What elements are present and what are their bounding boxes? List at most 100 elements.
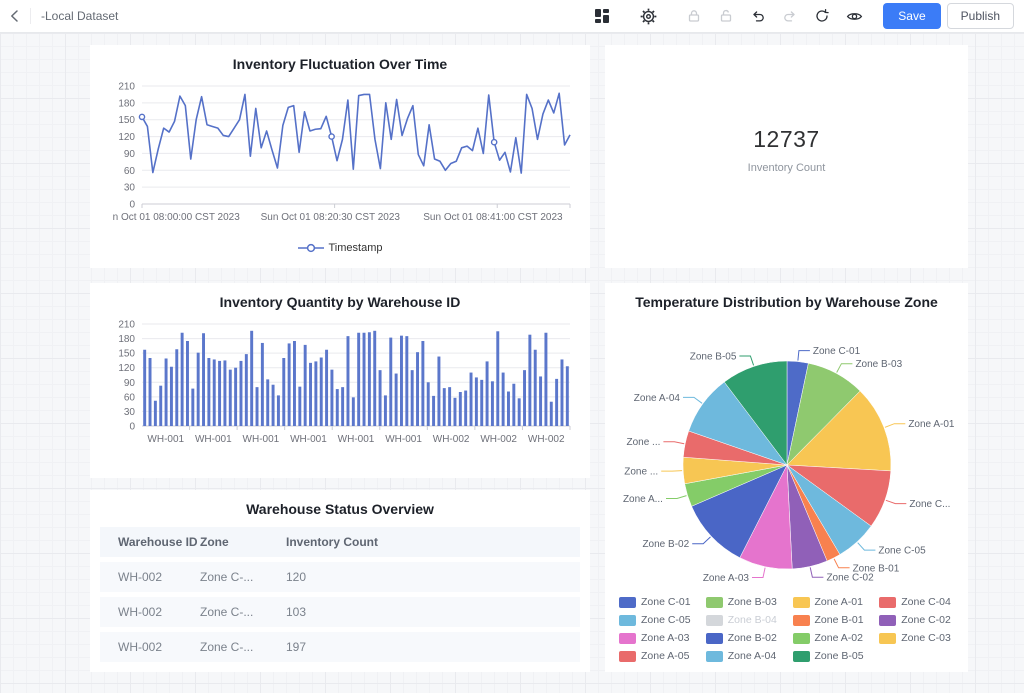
legend-item[interactable]: Zone B-02 <box>706 632 789 644</box>
indicator-card[interactable]: 12737 Inventory Count <box>605 45 968 268</box>
toolbar-divider <box>30 8 31 24</box>
svg-text:Zone B-05: Zone B-05 <box>690 351 737 362</box>
pie-chart-card[interactable]: Temperature Distribution by Warehouse Zo… <box>605 283 968 672</box>
svg-text:0: 0 <box>129 422 135 433</box>
svg-text:Zone B-02: Zone B-02 <box>642 539 689 550</box>
legend-swatch <box>793 633 810 644</box>
line-chart-card[interactable]: Inventory Fluctuation Over Time 0 30 60 90 1… <box>90 45 590 268</box>
legend-item[interactable]: Zone B-01 <box>793 614 876 626</box>
svg-text:0: 0 <box>129 200 135 211</box>
redo-icon <box>782 8 798 24</box>
bar-chart-title: Inventory Quantity by Warehouse ID <box>90 283 590 310</box>
chevron-left-icon <box>7 8 23 24</box>
legend-item[interactable]: Zone C-04 <box>879 596 962 608</box>
legend-item[interactable]: Zone A-01 <box>793 596 876 608</box>
table-cell: Zone C-... <box>200 570 286 584</box>
svg-text:90: 90 <box>124 378 136 389</box>
redo-button[interactable] <box>777 3 803 29</box>
svg-text:150: 150 <box>118 115 135 126</box>
indicator-label: Inventory Count <box>748 162 826 174</box>
legend-item[interactable]: Zone A-02 <box>793 632 876 644</box>
legend-item[interactable]: Zone B-04 <box>706 614 789 626</box>
table-cell: Zone C-... <box>200 640 286 654</box>
dashboard-canvas[interactable]: Inventory Fluctuation Over Time 0 30 60 90 1… <box>0 33 1024 693</box>
svg-text:60: 60 <box>124 166 136 177</box>
legend-item[interactable]: Zone B-03 <box>706 596 789 608</box>
table-row: WH-002Zone C-...197 <box>100 632 580 662</box>
table-card[interactable]: Warehouse Status Overview Warehouse IDZo… <box>90 490 590 672</box>
indicator-value: 12737 <box>753 126 819 153</box>
table-header-cell: Warehouse ID <box>100 535 200 549</box>
bar-chart-svg[interactable]: 0306090120150180210WH-001WH-001WH-001WH-… <box>100 316 580 454</box>
legend-item[interactable]: Zone C-05 <box>619 614 702 626</box>
legend-swatch <box>706 615 723 626</box>
table-header-cell: Inventory Count <box>286 535 580 549</box>
svg-text:WH-001: WH-001 <box>338 434 375 445</box>
legend-item-label: Zone C-04 <box>901 596 951 608</box>
svg-text:Zone C-01: Zone C-01 <box>813 346 861 357</box>
save-button[interactable]: Save <box>883 3 940 29</box>
svg-text:90: 90 <box>124 149 136 160</box>
refresh-button[interactable] <box>809 3 835 29</box>
legend-swatch <box>879 615 896 626</box>
svg-text:180: 180 <box>118 334 135 345</box>
legend-item-label: Zone C-05 <box>641 614 691 626</box>
svg-text:Zone A-03: Zone A-03 <box>703 573 750 584</box>
legend-item-label: Zone A-02 <box>815 632 863 644</box>
line-chart-legend[interactable]: Timestamp <box>90 242 590 254</box>
legend-swatch <box>793 615 810 626</box>
legend-swatch <box>619 615 636 626</box>
legend-item[interactable]: Zone C-02 <box>879 614 962 626</box>
svg-text:WH-002: WH-002 <box>528 434 565 445</box>
svg-text:Zone C...: Zone C... <box>909 499 950 510</box>
legend-item[interactable]: Zone C-01 <box>619 596 702 608</box>
svg-text:150: 150 <box>118 349 135 360</box>
pie-chart-legend: Zone C-01 Zone B-03 Zone A-01 Zone C-04 Zone… <box>619 596 962 662</box>
settings-button[interactable] <box>635 3 661 29</box>
line-chart-svg[interactable]: 0306090120150180210n Oct 01 08:00:00 CST… <box>100 78 580 228</box>
layout-components-button[interactable] <box>589 3 615 29</box>
refresh-icon <box>814 8 830 24</box>
legend-item-label: Zone C-01 <box>641 596 691 608</box>
layout-grid-icon <box>594 8 610 24</box>
svg-text:WH-001: WH-001 <box>385 434 422 445</box>
unlock-button[interactable] <box>713 3 739 29</box>
legend-swatch <box>793 597 810 608</box>
legend-item-label: Zone B-02 <box>728 632 777 644</box>
table-row: WH-002Zone C-...103 <box>100 597 580 627</box>
svg-text:30: 30 <box>124 407 136 418</box>
warehouse-table: Warehouse IDZoneInventory CountWH-002Zon… <box>100 527 580 662</box>
legend-item[interactable]: Zone C-03 <box>879 632 962 644</box>
legend-swatch <box>879 633 896 644</box>
legend-line-marker-icon <box>298 243 324 253</box>
table-row: WH-002Zone C-...120 <box>100 562 580 592</box>
svg-text:30: 30 <box>124 183 136 194</box>
legend-swatch <box>619 651 636 662</box>
legend-item-label: Zone C-03 <box>901 632 951 644</box>
svg-text:Zone C-02: Zone C-02 <box>826 573 874 584</box>
undo-icon <box>750 8 766 24</box>
table-cell: WH-002 <box>100 570 200 584</box>
bar-chart-card[interactable]: Inventory Quantity by Warehouse ID 03060… <box>90 283 590 478</box>
publish-button[interactable]: Publish <box>947 3 1014 29</box>
svg-text:180: 180 <box>118 98 135 109</box>
legend-swatch <box>619 633 636 644</box>
table-cell: 197 <box>286 640 580 654</box>
preview-button[interactable] <box>841 3 867 29</box>
line-chart-title: Inventory Fluctuation Over Time <box>90 45 590 72</box>
svg-text:210: 210 <box>118 82 135 93</box>
undo-button[interactable] <box>745 3 771 29</box>
svg-text:Sun Oct 01 08:41:00 CST 2023: Sun Oct 01 08:41:00 CST 2023 <box>423 212 563 223</box>
pie-chart-title: Temperature Distribution by Warehouse Zo… <box>605 283 968 310</box>
legend-item[interactable]: Zone B-05 <box>793 650 876 662</box>
legend-item-label: Zone B-05 <box>815 650 864 662</box>
lock-button[interactable] <box>681 3 707 29</box>
legend-item-label: Zone B-04 <box>728 614 777 626</box>
pie-chart-svg[interactable]: Zone C-01 Zone B-03 Zone A-01 Zone C... Zone… <box>605 316 968 616</box>
back-button[interactable] <box>0 0 30 32</box>
table-cell: 120 <box>286 570 580 584</box>
legend-item[interactable]: Zone A-03 <box>619 632 702 644</box>
legend-label: Timestamp <box>329 242 383 254</box>
legend-item[interactable]: Zone A-05 <box>619 650 702 662</box>
legend-item[interactable]: Zone A-04 <box>706 650 789 662</box>
